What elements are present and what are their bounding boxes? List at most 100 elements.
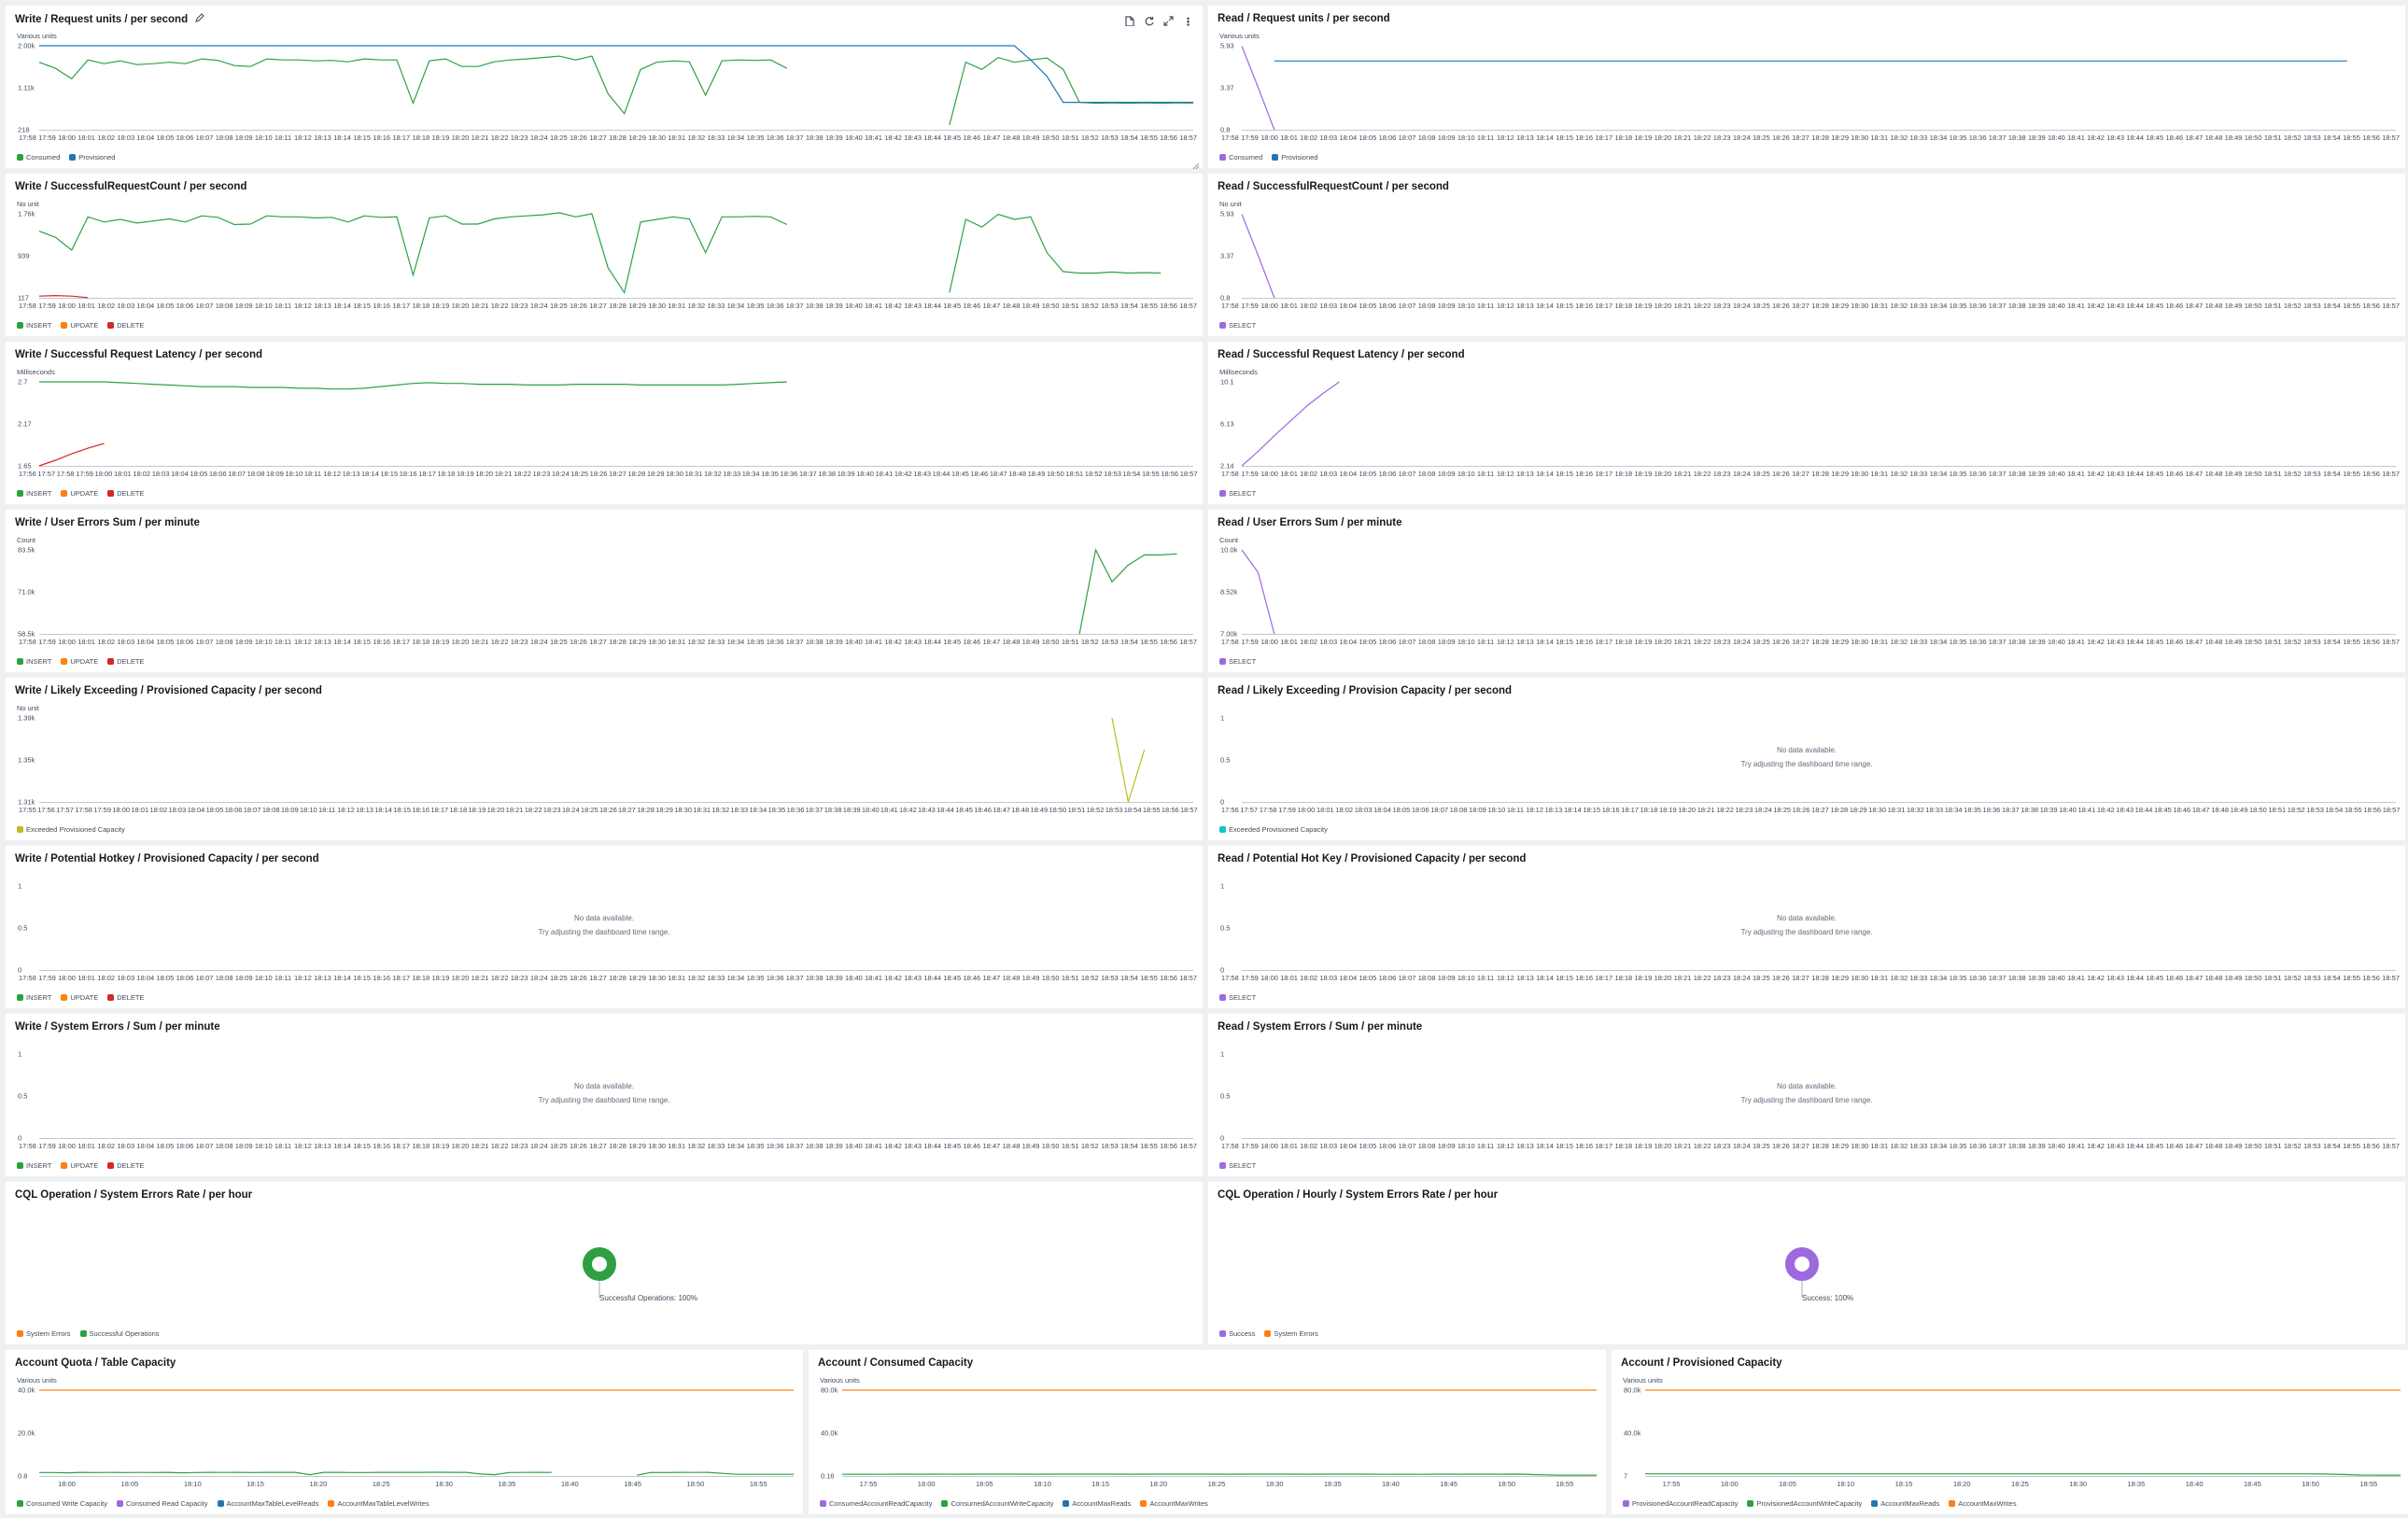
legend-item[interactable]: SELECT <box>1219 321 1256 330</box>
x-tick-label: 18:46 <box>970 470 988 478</box>
legend-item[interactable]: SELECT <box>1219 489 1256 498</box>
x-tick-label: 18:21 <box>472 134 489 142</box>
x-tick-label: 17:59 <box>1241 1142 1259 1150</box>
series-line-consumed[interactable] <box>38 55 788 115</box>
legend-item[interactable]: UPDATE <box>61 321 98 330</box>
x-tick-label: 18:25 <box>550 974 568 982</box>
legend-item[interactable]: Consumed Read Capacity <box>116 1499 208 1508</box>
x-tick-label: 18:39 <box>2028 638 2046 646</box>
line-chart: 80.0k 40.0k 0.16 17:55 18:00 18:05 18:10 18:15 1… <box>821 1386 1597 1488</box>
x-tick-label: 18:31 <box>668 1142 685 1150</box>
x-tick-label: 18:52 <box>1081 134 1099 142</box>
legend-item[interactable]: INSERT <box>17 993 51 1002</box>
legend-item[interactable]: AccountMaxWrites <box>1949 1499 2017 1508</box>
x-tick-label: 18:57 <box>1179 974 1197 982</box>
series-line-consumed-write-capacity[interactable] <box>39 1471 552 1476</box>
document-icon[interactable] <box>1124 14 1134 27</box>
series-line-exceeded-provisioned-capacity[interactable] <box>1111 717 1146 803</box>
series-line-consumedaccountwritecapacity[interactable] <box>841 1473 1597 1476</box>
legend-item[interactable]: DELETE <box>107 1161 144 1170</box>
x-tick-label: 18:18 <box>449 806 467 814</box>
x-tick-label: 18:12 <box>1497 1142 1514 1150</box>
line-chart: 5.933.370.817:58 17:59 18:00 18:01 18:02 18:0… <box>1220 42 2400 143</box>
legend-item[interactable]: SELECT <box>1219 1161 1256 1170</box>
legend-item[interactable]: UPDATE <box>61 993 98 1002</box>
legend-item[interactable]: SELECT <box>1219 657 1256 666</box>
series-line-select[interactable] <box>1241 214 1275 299</box>
legend-item[interactable]: UPDATE <box>61 657 98 666</box>
series-line-insert[interactable] <box>38 212 788 294</box>
series-line-consumed[interactable] <box>1241 46 1275 131</box>
x-tick-label: 18:25 <box>581 806 598 814</box>
x-tick-label: 18:04 <box>1373 806 1391 814</box>
legend-item[interactable]: ProvisionedAccountReadCapacity <box>1623 1499 1738 1508</box>
x-tick-label: 18:32 <box>704 470 722 478</box>
resize-handle-icon[interactable] <box>1192 158 1200 170</box>
series-line-consumed[interactable] <box>949 56 1194 125</box>
legend-item[interactable]: INSERT <box>17 489 51 498</box>
legend-item[interactable]: INSERT <box>17 1161 51 1170</box>
x-tick-label: 18:21 <box>472 638 489 646</box>
series-line-consumed-write-capacity[interactable] <box>637 1471 794 1476</box>
legend-item[interactable]: Provisioned <box>69 153 115 162</box>
legend-item[interactable]: Exceeded Provisioned Capacity <box>17 825 125 834</box>
legend-item[interactable]: Consumed <box>1219 153 1262 162</box>
legend-item[interactable]: System Errors <box>1264 1329 1318 1338</box>
x-tick-label: 18:56 <box>1160 974 1177 982</box>
x-tick-label: 17:58 <box>1221 470 1239 478</box>
legend-item[interactable]: UPDATE <box>61 489 98 498</box>
legend-item[interactable]: SELECT <box>1219 993 1256 1002</box>
legend-item[interactable]: DELETE <box>107 489 144 498</box>
legend-item[interactable]: AccountMaxReads <box>1871 1499 1939 1508</box>
legend-item[interactable]: DELETE <box>107 993 144 1002</box>
legend-item[interactable]: AccountMaxWrites <box>1140 1499 1208 1508</box>
pie-slice[interactable] <box>1785 1247 1819 1281</box>
series-line-insert[interactable] <box>39 381 787 390</box>
x-tick-label: 18:03 <box>117 638 134 646</box>
pie-slice[interactable] <box>583 1247 616 1281</box>
legend-item[interactable]: ConsumedAccountReadCapacity <box>820 1499 932 1508</box>
series-line-delete[interactable] <box>38 294 89 299</box>
x-tick-label: 18:38 <box>806 302 824 310</box>
legend-item[interactable]: Exceeded Provisioned Capacity <box>1219 825 1328 834</box>
x-tick-label: 18:54 <box>2323 302 2341 310</box>
x-tick-label: 18:08 <box>247 470 265 478</box>
x-tick-label: 18:06 <box>1379 1142 1397 1150</box>
legend-item[interactable]: AccountMaxReads <box>1063 1499 1131 1508</box>
series-line-delete[interactable] <box>38 443 105 467</box>
refresh-icon[interactable] <box>1144 14 1154 26</box>
legend-item[interactable]: Consumed Write Capacity <box>17 1499 107 1508</box>
legend-item[interactable]: AccountMaxTableLevelReads <box>217 1499 318 1508</box>
edit-title-icon[interactable] <box>195 13 204 25</box>
legend-item[interactable]: INSERT <box>17 657 51 666</box>
legend-item[interactable]: INSERT <box>17 321 51 330</box>
legend-item[interactable]: UPDATE <box>61 1161 98 1170</box>
legend-item[interactable]: ConsumedAccountWriteCapacity <box>941 1499 1053 1508</box>
legend-item[interactable]: DELETE <box>107 657 144 666</box>
legend-item[interactable]: Success <box>1219 1329 1255 1338</box>
x-tick-label: 18:11 <box>1477 470 1494 478</box>
y-axis-unit: No unit <box>17 200 39 208</box>
series-line-provisioned[interactable] <box>39 45 1193 104</box>
x-tick-label: 17:59 <box>1241 974 1259 982</box>
series-line-select[interactable] <box>1241 549 1275 635</box>
x-tick-label: 18:08 <box>1418 638 1436 646</box>
legend-item[interactable]: ProvisionedAccountWriteCapacity <box>1747 1499 1862 1508</box>
legend-item[interactable]: Successful Operations <box>79 1329 160 1338</box>
x-tick-label: 18:51 <box>2264 302 2282 310</box>
series-line-insert[interactable] <box>949 213 1162 293</box>
expand-icon[interactable] <box>1163 14 1174 26</box>
legend-item[interactable]: Provisioned <box>1272 153 1317 162</box>
legend-item[interactable]: System Errors <box>17 1329 71 1338</box>
more-options-icon[interactable] <box>1183 14 1193 26</box>
x-tick-label: 18:15 <box>393 806 411 814</box>
legend-item[interactable]: AccountMaxTableLevelWrites <box>328 1499 429 1508</box>
series-line-select[interactable] <box>1241 381 1340 467</box>
x-tick-label: 17:58 <box>57 470 75 478</box>
legend-item[interactable]: DELETE <box>107 321 144 330</box>
series-line-insert[interactable] <box>1078 548 1177 635</box>
x-tick-label: 18:54 <box>1120 134 1138 142</box>
x-tick-label: 18:34 <box>727 638 745 646</box>
series-line-provisionedaccountwritecapacity[interactable] <box>1645 1473 2401 1476</box>
legend-item[interactable]: Consumed <box>17 153 60 162</box>
